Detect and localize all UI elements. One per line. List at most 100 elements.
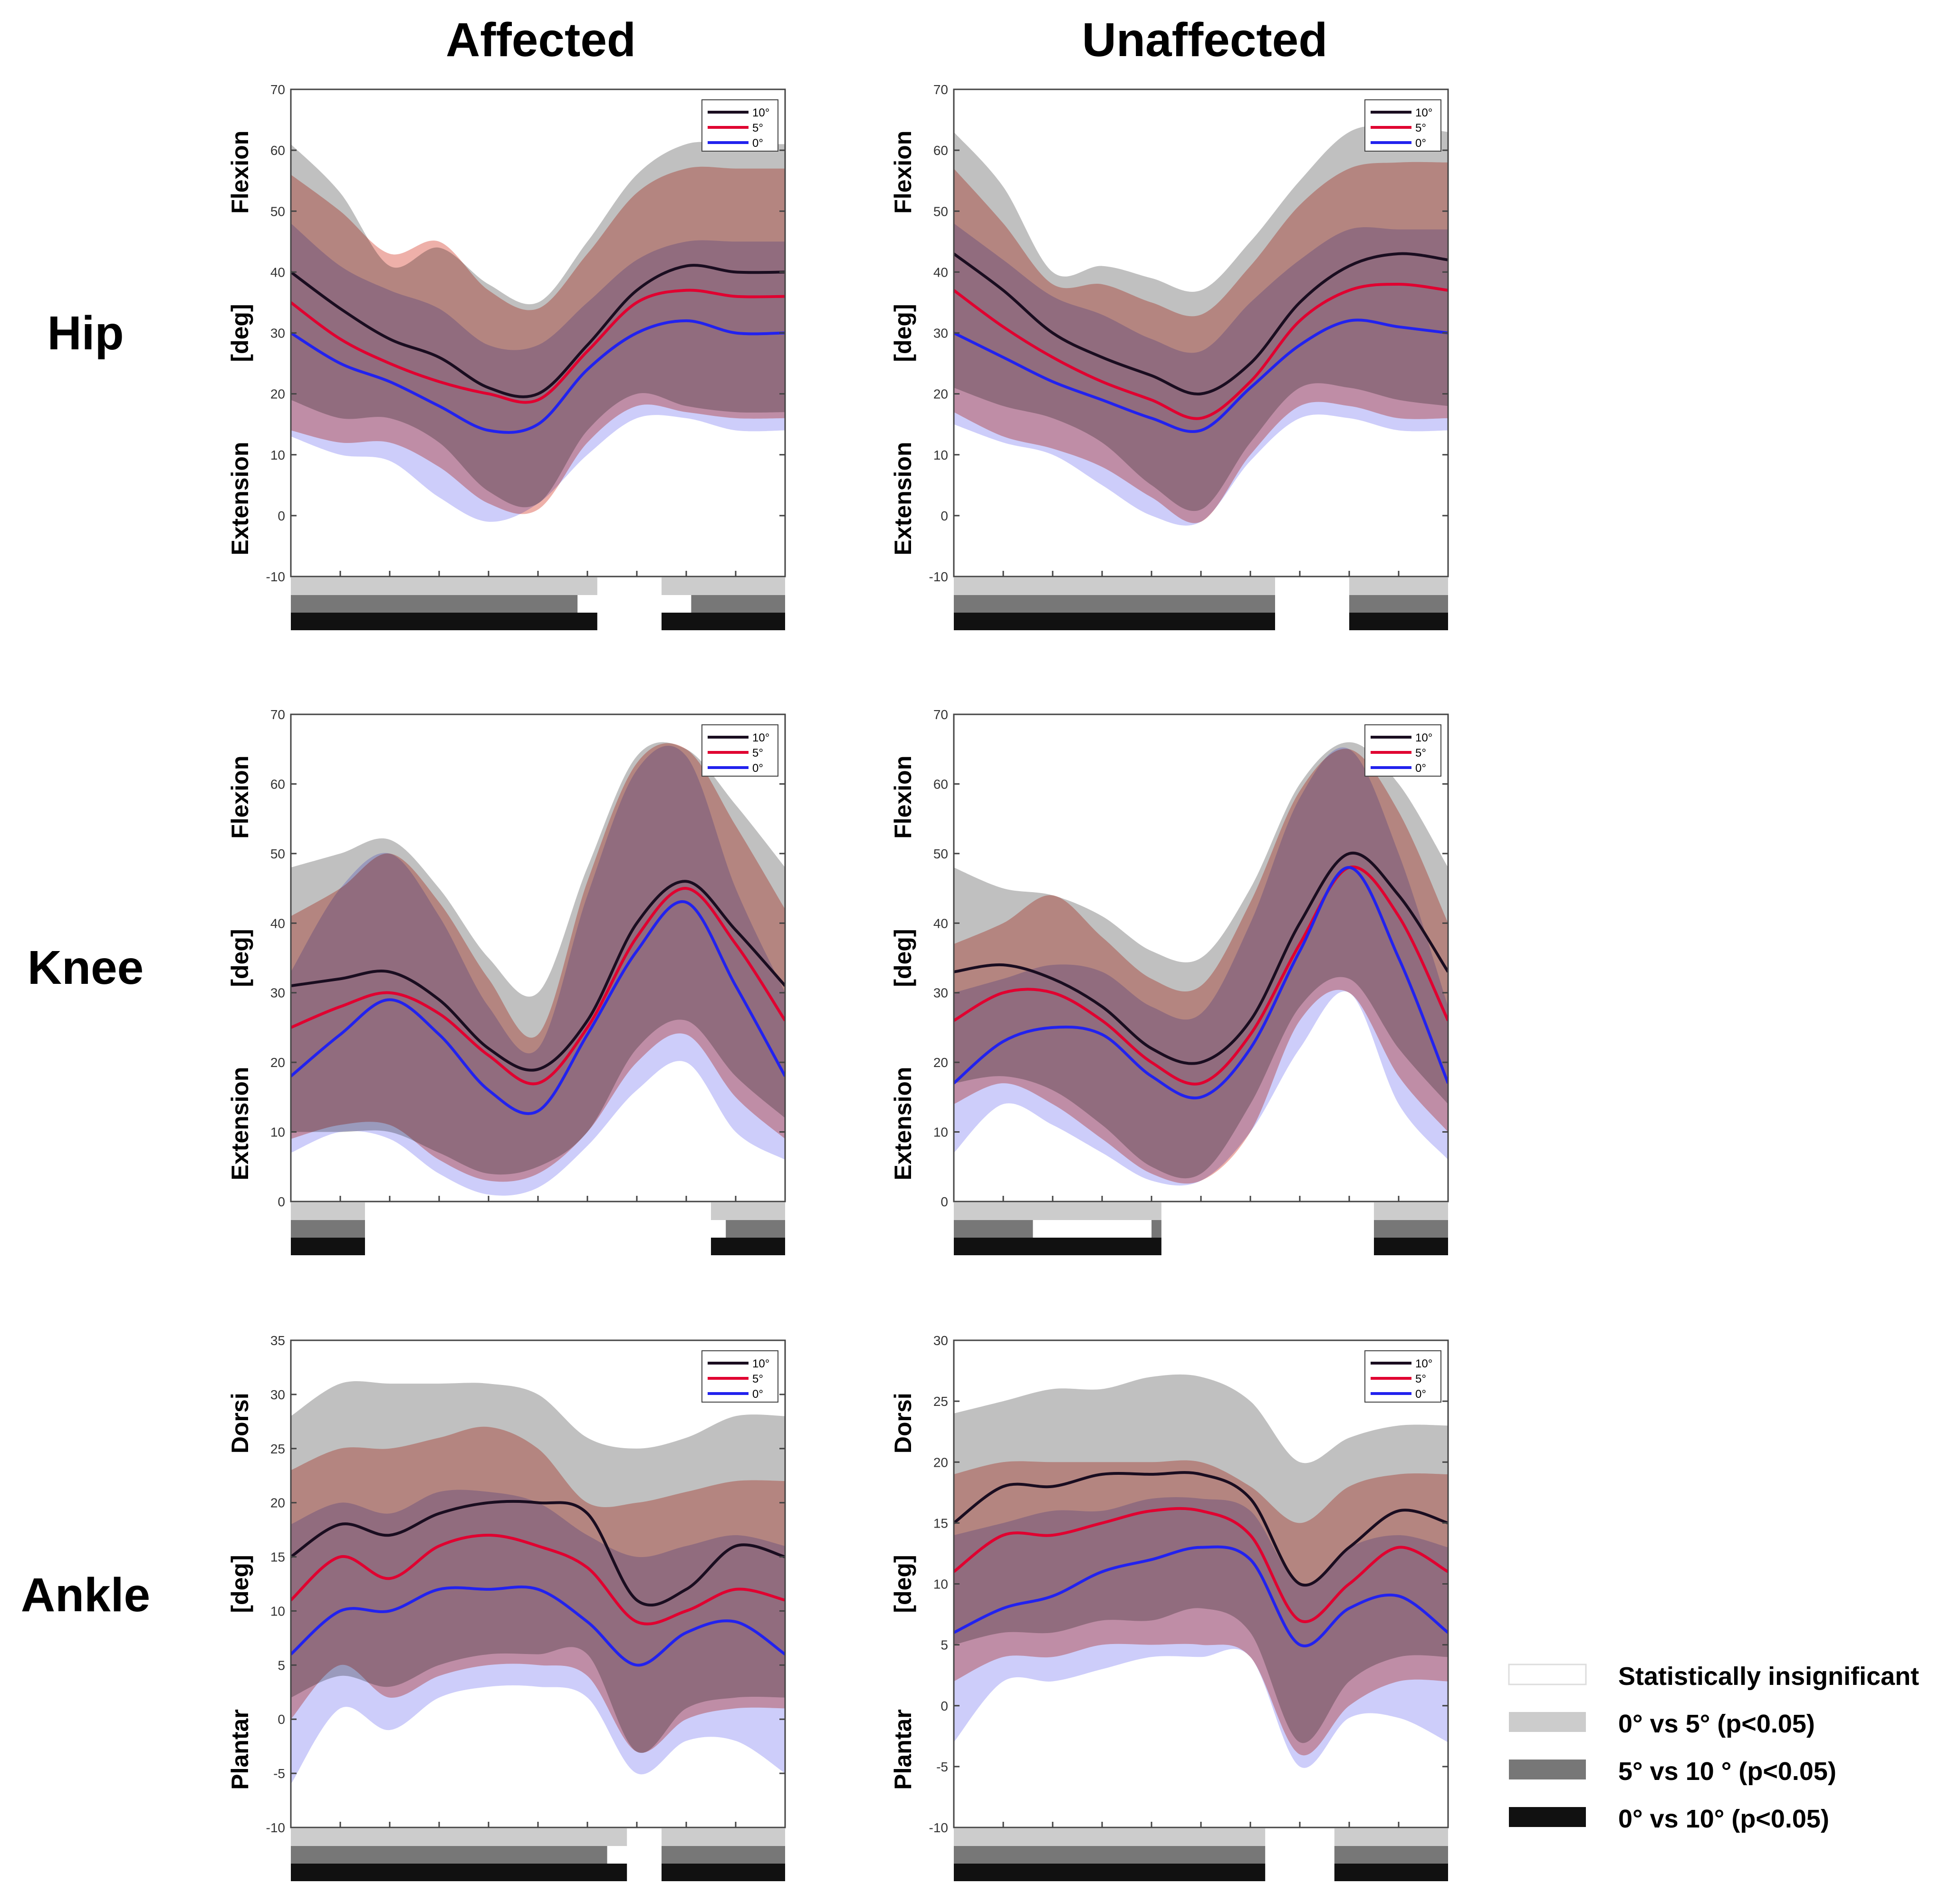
y-tick-label: 70 — [933, 707, 948, 722]
y-tick-label: -10 — [929, 1820, 948, 1835]
significance-segment — [1374, 1202, 1448, 1220]
series-legend-label: 5° — [1415, 747, 1426, 760]
y-tick-label: -5 — [936, 1760, 948, 1774]
significance-segment — [1349, 595, 1448, 613]
significance-segment — [726, 1220, 785, 1238]
significance-segment — [291, 1238, 365, 1255]
y-tick-label: 30 — [933, 986, 948, 1000]
row-title-ankle: Ankle — [21, 1568, 150, 1622]
y-label-bottom: Plantar — [890, 1709, 916, 1790]
y-tick-label: 5 — [941, 1638, 948, 1653]
chart-ankle-affected: -10 -5 0 5 10 15 20 25 30 35 Dorsi [deg] Plantar 10° 5… — [227, 1333, 786, 1881]
y-tick-label: 40 — [270, 916, 285, 931]
y-label-bottom: Extension — [890, 442, 916, 556]
band-0deg — [954, 1497, 1448, 1768]
y-label-bottom: Extension — [890, 1067, 916, 1181]
significance-bar-background — [291, 1220, 785, 1238]
significance-segment — [954, 1202, 1161, 1220]
y-tick-label: 0 — [278, 1712, 285, 1727]
series-legend-label: 5° — [752, 1373, 763, 1385]
series-legend-label: 5° — [752, 122, 763, 135]
significance-segment — [291, 577, 597, 595]
y-tick-label: 30 — [270, 326, 285, 341]
significance-segment — [291, 1220, 365, 1238]
y-label-top: Flexion — [227, 756, 253, 839]
y-label-unit: [deg] — [890, 1555, 916, 1613]
y-tick-label: 0 — [941, 1194, 948, 1209]
y-tick-label: 15 — [933, 1516, 948, 1530]
y-label-unit: [deg] — [227, 929, 253, 987]
y-tick-label: 10 — [933, 1125, 948, 1140]
y-tick-label: 10 — [270, 448, 285, 462]
column-title-unaffected: Unaffected — [1082, 13, 1328, 67]
y-tick-label: 5 — [278, 1658, 285, 1673]
y-tick-label: 20 — [933, 1455, 948, 1470]
y-tick-label: 0 — [278, 509, 285, 523]
series-legend-label: 5° — [1415, 1373, 1426, 1385]
significance-segment — [954, 1828, 1266, 1846]
significance-segment — [954, 595, 1275, 613]
y-tick-label: -10 — [929, 569, 948, 584]
significance-segment — [1334, 1828, 1448, 1846]
plot-content — [291, 142, 785, 522]
y-tick-label: -10 — [266, 1820, 285, 1835]
mean-line-10deg — [291, 880, 785, 1072]
legend-label-0-vs-5: 0° vs 5° (p<0.05) — [1618, 1710, 1815, 1738]
significance-segment — [954, 577, 1275, 595]
mean-line-10deg — [954, 252, 1448, 395]
significance-bar-background — [291, 1238, 785, 1255]
mean-line-0deg — [291, 900, 785, 1115]
series-legend-label: 10° — [1415, 1357, 1432, 1370]
y-tick-label: 0 — [278, 1194, 285, 1209]
significance-segment — [291, 1864, 627, 1881]
y-tick-label: 40 — [933, 265, 948, 279]
significance-segment — [1334, 1864, 1448, 1881]
y-tick-label: 0 — [941, 1699, 948, 1713]
legend-label-5-vs-10: 5° vs 10 ° (p<0.05) — [1618, 1757, 1836, 1786]
significance-segment — [662, 1846, 785, 1864]
y-label-top: Dorsi — [890, 1393, 916, 1453]
row-title-knee: Knee — [28, 941, 144, 994]
y-tick-label: 30 — [933, 326, 948, 341]
y-label-top: Dorsi — [227, 1393, 253, 1453]
mean-line-5deg — [954, 1507, 1448, 1623]
series-legend-label: 0° — [752, 1388, 763, 1401]
series-legend-label: 10° — [752, 106, 769, 119]
y-label-top: Flexion — [890, 131, 916, 214]
chart-knee-unaffected: 0 10 20 30 40 50 60 70 Flexion [deg] Extension 10° 5… — [890, 707, 1449, 1255]
significance-segment — [1152, 1220, 1161, 1238]
significance-segment — [954, 1864, 1266, 1881]
y-tick-label: 60 — [270, 143, 285, 158]
plot-content — [954, 125, 1448, 526]
chart-knee-affected: 0 10 20 30 40 50 60 70 Flexion [deg] Extension 10° 5… — [227, 707, 786, 1255]
chart-hip-unaffected: -10 0 10 20 30 40 50 60 70 Flexion [deg] Extension 1… — [890, 82, 1449, 630]
significance-segment — [691, 595, 785, 613]
mean-line-0deg — [291, 1585, 785, 1667]
y-tick-label: 20 — [933, 1055, 948, 1070]
y-tick-label: 0 — [941, 509, 948, 523]
y-label-unit: [deg] — [227, 304, 253, 362]
significance-segment — [954, 1846, 1266, 1864]
series-legend-label: 10° — [752, 731, 769, 744]
y-label-top: Flexion — [227, 131, 253, 214]
plot-content — [291, 742, 785, 1196]
series-legend-label: 5° — [1415, 122, 1426, 135]
mean-line-5deg — [291, 1533, 785, 1625]
y-label-unit: [deg] — [890, 929, 916, 987]
y-tick-label: 50 — [933, 204, 948, 219]
series-legend-label: 10° — [1415, 731, 1432, 744]
significance-segment — [291, 1846, 607, 1864]
y-tick-label: 40 — [933, 916, 948, 931]
legend-swatch-0-vs-5 — [1509, 1712, 1586, 1732]
significance-legend: Statistically insignificant 0° vs 5° (p<… — [1508, 1662, 1919, 1833]
mean-line-5deg — [954, 282, 1448, 420]
mean-line-0deg — [954, 318, 1448, 433]
y-tick-label: 60 — [933, 143, 948, 158]
significance-segment — [711, 1202, 785, 1220]
series-legend-label: 5° — [752, 747, 763, 760]
y-label-top: Flexion — [890, 756, 916, 839]
y-tick-label: 50 — [270, 846, 285, 861]
mean-line-10deg — [291, 1500, 785, 1606]
y-label-unit: [deg] — [227, 1555, 253, 1613]
